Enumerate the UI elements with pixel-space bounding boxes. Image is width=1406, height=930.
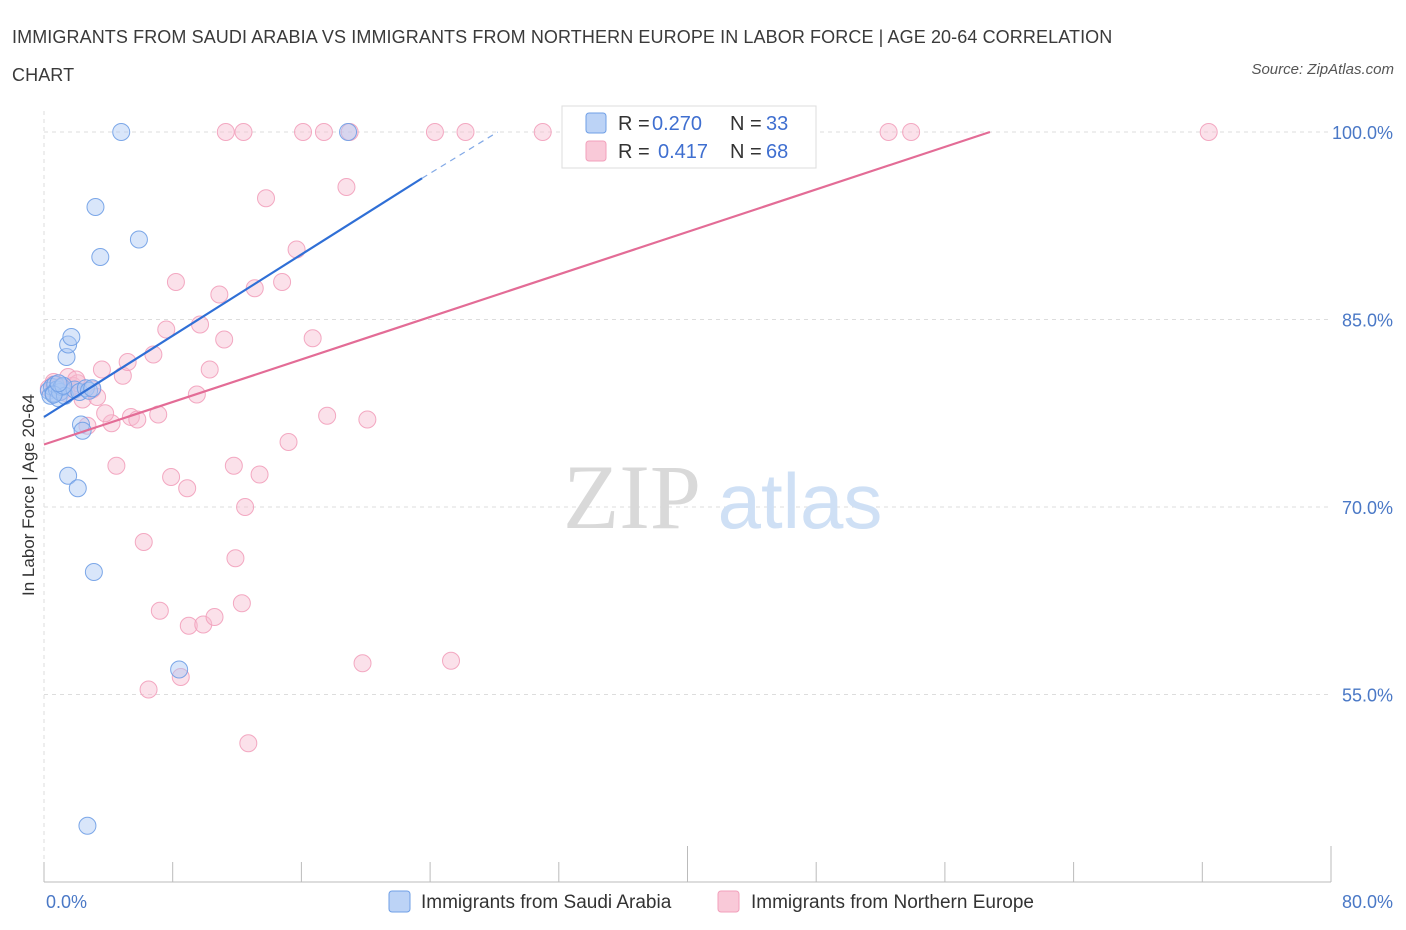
point-northern-europe bbox=[294, 123, 313, 141]
point-northern-europe bbox=[162, 468, 181, 486]
point-northern-europe bbox=[273, 273, 292, 291]
point-saudi-arabia bbox=[339, 123, 358, 141]
point-northern-europe bbox=[234, 123, 253, 141]
y-tick-label: 100.0% bbox=[1332, 123, 1393, 143]
point-northern-europe bbox=[337, 178, 356, 196]
point-northern-europe bbox=[200, 360, 219, 379]
bottom-legend-label-blue: Immigrants from Saudi Arabia bbox=[421, 892, 672, 913]
point-northern-europe bbox=[533, 123, 552, 141]
point-saudi-arabia bbox=[129, 230, 148, 249]
point-northern-europe bbox=[314, 123, 333, 141]
legend-n-label-1: N = bbox=[730, 113, 762, 135]
watermark-atlas: atlas bbox=[718, 457, 883, 545]
point-northern-europe bbox=[216, 123, 235, 141]
trend-line-saudi-arabia-extension bbox=[421, 131, 498, 179]
legend-n-value-2: 68 bbox=[766, 141, 788, 163]
y-tick-label: 85.0% bbox=[1342, 311, 1393, 331]
legend-r-value-1: 0.270 bbox=[652, 113, 702, 135]
point-northern-europe bbox=[425, 123, 444, 141]
y-tick-label: 55.0% bbox=[1342, 686, 1393, 706]
point-northern-europe bbox=[96, 404, 115, 423]
point-saudi-arabia bbox=[59, 466, 78, 485]
series-legend: Immigrants from Saudi Arabia Immigrants … bbox=[388, 890, 1034, 913]
point-northern-europe bbox=[318, 406, 337, 425]
legend-n-label-2: N = bbox=[730, 141, 762, 163]
point-saudi-arabia bbox=[49, 374, 68, 393]
watermark-zip: ZIP bbox=[563, 446, 701, 548]
point-saudi-arabia bbox=[91, 248, 110, 266]
point-northern-europe bbox=[456, 123, 475, 141]
point-northern-europe bbox=[134, 533, 153, 551]
y-axis-title: In Labor Force | Age 20-64 bbox=[19, 394, 38, 596]
point-saudi-arabia bbox=[68, 479, 87, 498]
point-saudi-arabia bbox=[62, 328, 81, 346]
axes bbox=[43, 111, 1332, 883]
blue-series bbox=[39, 123, 358, 835]
point-northern-europe bbox=[139, 680, 158, 699]
bottom-legend-swatch-pink bbox=[717, 890, 740, 913]
point-northern-europe bbox=[171, 668, 190, 686]
point-northern-europe bbox=[442, 651, 461, 670]
point-northern-europe bbox=[303, 329, 322, 348]
point-saudi-arabia bbox=[84, 563, 103, 581]
x-tick-label-max: 80.0% bbox=[1342, 892, 1393, 912]
point-northern-europe bbox=[166, 273, 185, 291]
point-northern-europe bbox=[353, 654, 372, 673]
point-northern-europe bbox=[179, 616, 198, 635]
source-label: Source: ZipAtlas.com bbox=[1251, 61, 1394, 78]
chart-title: IMMIGRANTS FROM SAUDI ARABIA VS IMMIGRAN… bbox=[12, 27, 1113, 85]
point-saudi-arabia bbox=[78, 816, 97, 835]
point-northern-europe bbox=[257, 189, 276, 208]
point-saudi-arabia bbox=[112, 123, 131, 141]
stats-legend: R = 0.270 N = 33 R = 0.417 N = 68 bbox=[561, 105, 817, 169]
point-northern-europe bbox=[902, 123, 921, 141]
legend-r-value-2: 0.417 bbox=[658, 141, 708, 163]
x-tick-label-min: 0.0% bbox=[46, 892, 87, 912]
legend-swatch-blue bbox=[585, 112, 607, 134]
point-northern-europe bbox=[879, 123, 898, 141]
point-northern-europe bbox=[1199, 123, 1218, 141]
trend-line-saudi-arabia bbox=[43, 177, 423, 418]
point-northern-europe bbox=[226, 549, 245, 568]
legend-r-label-2: R = bbox=[618, 141, 650, 163]
point-saudi-arabia bbox=[170, 660, 189, 679]
trend-lines bbox=[43, 130, 991, 446]
point-northern-europe bbox=[215, 330, 234, 349]
point-northern-europe bbox=[78, 416, 97, 435]
watermark: ZIP atlas bbox=[563, 446, 882, 548]
legend-n-value-1: 33 bbox=[766, 113, 788, 135]
point-northern-europe bbox=[279, 433, 298, 451]
point-northern-europe bbox=[92, 360, 111, 379]
point-northern-europe bbox=[236, 498, 255, 516]
point-northern-europe bbox=[287, 240, 306, 259]
legend-swatch-pink bbox=[585, 140, 607, 162]
point-northern-europe bbox=[150, 601, 169, 620]
point-northern-europe bbox=[358, 410, 377, 429]
y-tick-label: 70.0% bbox=[1342, 498, 1393, 518]
legend-r-label-1: R = bbox=[618, 113, 650, 135]
point-northern-europe bbox=[178, 479, 197, 498]
point-northern-europe bbox=[157, 320, 176, 339]
point-saudi-arabia bbox=[54, 376, 73, 395]
y-tick-labels: 55.0% 70.0% 85.0% 100.0% bbox=[1332, 123, 1393, 706]
point-northern-europe bbox=[239, 734, 258, 753]
point-saudi-arabia bbox=[86, 198, 105, 216]
point-northern-europe bbox=[210, 285, 229, 304]
trend-line-northern-europe bbox=[43, 130, 991, 446]
bottom-legend-swatch-blue bbox=[388, 890, 411, 913]
point-northern-europe bbox=[250, 465, 269, 484]
point-northern-europe bbox=[107, 456, 126, 475]
point-northern-europe bbox=[224, 456, 243, 475]
point-northern-europe bbox=[205, 608, 224, 626]
point-northern-europe bbox=[194, 615, 213, 634]
point-northern-europe bbox=[232, 594, 251, 613]
bottom-legend-label-pink: Immigrants from Northern Europe bbox=[751, 892, 1034, 913]
pink-series bbox=[39, 123, 1218, 753]
